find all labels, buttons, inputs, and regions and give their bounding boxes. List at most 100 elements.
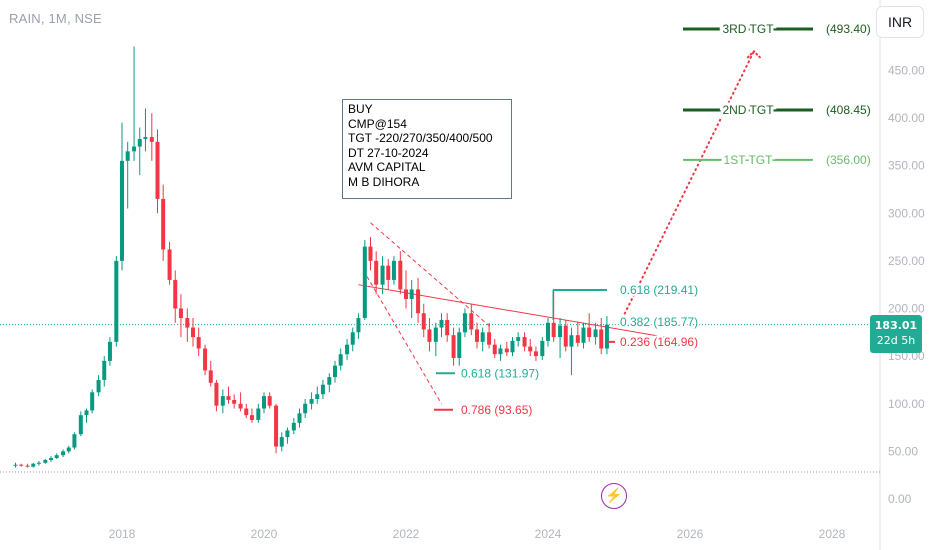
candle-body — [114, 260, 119, 342]
trade-note-box[interactable]: BUY CMP@154 TGT -220/270/350/400/500 DT … — [342, 99, 512, 199]
candle-body — [551, 322, 556, 338]
candle-body — [220, 396, 225, 406]
candle-body — [25, 465, 30, 467]
candle-body — [125, 151, 130, 161]
candle-body — [303, 403, 308, 414]
target-value: (493.40) — [826, 22, 871, 36]
candle-body — [132, 146, 137, 152]
candle-body — [427, 329, 432, 342]
candle-body — [575, 335, 580, 343]
candle-body — [333, 365, 337, 378]
candle-body — [480, 332, 485, 342]
candle-body — [475, 329, 479, 342]
candle-body — [362, 246, 367, 319]
y-tick-label: 400.00 — [888, 111, 925, 125]
candle-body — [563, 325, 568, 347]
candle-body — [143, 137, 148, 139]
candle-body — [78, 415, 83, 435]
candle-body — [380, 265, 385, 285]
candle-body — [540, 340, 545, 357]
candle-body — [291, 422, 296, 431]
candle-body — [249, 415, 254, 420]
candle-body — [191, 327, 195, 338]
target-layer: 3RD TGT (493.40) 2ND TGT (408.45) 1ST TGT (35… — [683, 19, 871, 170]
candle-body — [149, 137, 154, 142]
candle-body — [61, 451, 66, 456]
candle-body — [416, 289, 421, 314]
candle-body — [84, 410, 89, 416]
last-price-badge: 183.01 22d 5h — [870, 315, 922, 353]
x-tick-label: 2022 — [393, 527, 420, 541]
candle-body — [451, 335, 456, 359]
candle-body — [267, 396, 272, 406]
note-line: AVM CAPITAL — [348, 160, 426, 175]
candle-body — [558, 325, 563, 338]
target-value: (408.45) — [826, 103, 871, 117]
candle-body — [226, 396, 231, 400]
fib-layer: 0.618 (219.41) 0.382 (185.77) 0.236 (164.9… — [434, 281, 700, 419]
candle-body — [297, 413, 302, 423]
note-line: M B DIHORA — [348, 174, 420, 189]
note-line: CMP@154 — [348, 116, 407, 131]
candle-body — [43, 459, 48, 463]
target-value: (356.00) — [826, 153, 871, 167]
note-line: BUY — [348, 102, 373, 116]
fib-level-label: 0.236 (164.96) — [620, 335, 698, 349]
candle-body — [167, 249, 172, 280]
candle-body — [421, 313, 426, 330]
candle-body — [528, 346, 533, 352]
candle-body — [36, 462, 41, 464]
candle-body — [433, 327, 438, 342]
x-tick-label: 2028 — [819, 527, 846, 541]
candle-body — [404, 289, 408, 299]
candle-body — [31, 463, 36, 467]
y-tick-label: 350.00 — [888, 159, 925, 173]
y-tick-label: 300.00 — [888, 206, 925, 220]
candle-body — [214, 382, 219, 406]
candle-body — [599, 329, 604, 349]
candle-body — [285, 430, 290, 438]
projection-arrowhead — [746, 49, 761, 59]
candle-body — [469, 313, 474, 330]
price-axis: 0.0050.00100.00150.00200.00250.00300.003… — [888, 63, 925, 506]
candle-body — [19, 464, 24, 466]
candle-body — [178, 308, 183, 319]
candle-body — [315, 394, 320, 399]
candle-body — [96, 379, 101, 393]
target-label: 1ST TGT — [724, 153, 774, 167]
y-tick-label: 0.00 — [888, 492, 912, 506]
candle-body — [309, 398, 314, 404]
lightning-bolt-icon[interactable]: ⚡ — [601, 483, 627, 509]
candle-body — [155, 141, 160, 199]
channel-trendline — [362, 270, 442, 405]
candle-body — [338, 354, 343, 366]
candle-body — [173, 279, 178, 309]
currency-button[interactable]: INR — [876, 6, 924, 38]
grid-layer — [0, 0, 881, 550]
y-tick-label: 100.00 — [888, 397, 925, 411]
x-tick-label: 2018 — [109, 527, 136, 541]
candle-body — [487, 332, 492, 345]
y-tick-label: 250.00 — [888, 254, 925, 268]
candle-body — [320, 384, 325, 395]
bar-countdown: 22d 5h — [876, 334, 916, 347]
candle-body — [161, 198, 166, 250]
fib-level-label: 0.382 (185.77) — [620, 315, 698, 329]
candle-body — [238, 403, 243, 409]
candle-body — [327, 377, 332, 385]
time-axis: 2018 2020 2022 2024 2026 2028 — [109, 527, 846, 541]
candle-body — [185, 318, 190, 328]
fib-level-label: 0.618 (219.41) — [620, 283, 698, 297]
candle-body — [522, 337, 527, 347]
projection-path — [621, 50, 755, 320]
candle-body — [102, 360, 107, 380]
candle-body — [516, 337, 521, 341]
candle-body — [203, 348, 208, 371]
candle-body — [510, 340, 515, 353]
candle-body — [391, 260, 396, 280]
candle-body — [345, 344, 350, 355]
candle-body — [72, 434, 77, 448]
candle-body — [492, 344, 497, 355]
candle-body — [587, 327, 592, 338]
